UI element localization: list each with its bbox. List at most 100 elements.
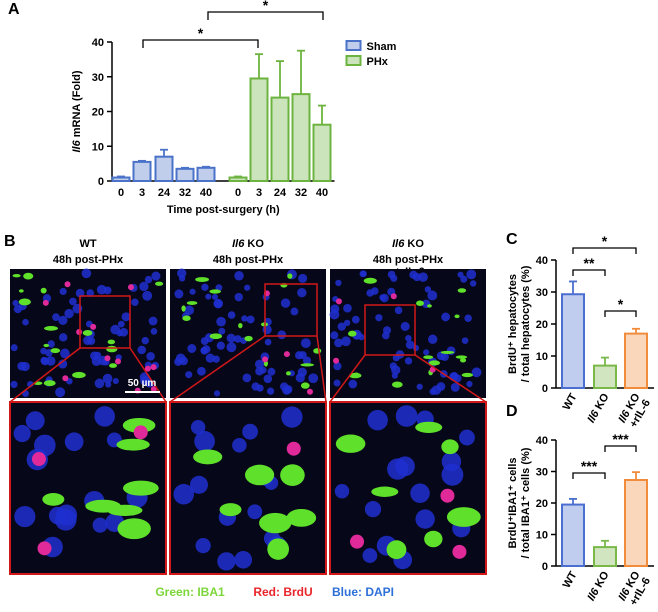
nucleus — [234, 335, 242, 343]
x-tick-label: 24 — [274, 187, 287, 199]
iba1-cell — [259, 512, 292, 534]
nucleus — [244, 284, 251, 291]
nucleus — [144, 275, 153, 284]
iba1-cell — [280, 464, 305, 486]
y-axis-label: BrdU⁺ hepatocytes — [507, 274, 519, 374]
nucleus — [60, 348, 70, 359]
nucleus — [58, 359, 68, 369]
brdu-nucleus — [31, 452, 46, 467]
nucleus — [218, 327, 226, 335]
nucleus — [189, 288, 196, 295]
nucleus — [94, 351, 102, 359]
nucleus — [334, 484, 350, 499]
nucleus — [142, 290, 153, 301]
brdu-nucleus — [76, 328, 83, 335]
nucleus — [429, 388, 437, 396]
nucleus — [246, 315, 255, 324]
nucleus — [247, 504, 263, 520]
nucleus — [69, 297, 77, 306]
iba1-cell — [181, 305, 186, 312]
brdu-nucleus — [104, 355, 111, 362]
nucleus — [333, 362, 342, 371]
iba1-cell — [155, 281, 164, 286]
nucleus — [177, 268, 187, 278]
nucleus — [87, 336, 96, 345]
significance-label: * — [618, 296, 624, 312]
brdu-nucleus — [262, 356, 269, 363]
y-tick-label: 10 — [536, 530, 548, 542]
nucleus — [241, 315, 248, 322]
bar — [593, 546, 617, 567]
nucleus — [197, 366, 206, 376]
x-tick-label: 0 — [235, 187, 241, 199]
nucleus — [94, 378, 105, 389]
channel-legend: Blue: DAPI — [332, 585, 394, 599]
iba1-cell — [18, 298, 31, 306]
nucleus — [92, 517, 108, 533]
nucleus — [141, 336, 149, 345]
iba1-cell — [457, 288, 467, 293]
nucleus — [333, 379, 341, 387]
nucleus — [112, 377, 119, 385]
nucleus — [13, 424, 31, 443]
nucleus — [151, 271, 161, 281]
nucleus — [116, 330, 123, 337]
nucleus — [242, 373, 252, 383]
column-header: Il6 KO — [392, 238, 424, 250]
nucleus — [187, 344, 197, 353]
significance-bracket — [572, 269, 606, 276]
nucleus — [395, 405, 418, 427]
significance-bracket — [572, 472, 606, 479]
x-tick-label: 3 — [256, 187, 262, 199]
y-tick-label: 30 — [536, 287, 548, 299]
iba1-cell — [122, 480, 159, 496]
iba1-cell — [363, 277, 377, 284]
iba1-cell — [416, 300, 424, 306]
nucleus — [256, 384, 264, 392]
significance-label: * — [263, 0, 269, 13]
nucleus — [308, 373, 319, 384]
panel-label: D — [506, 403, 518, 420]
zoom-box — [364, 304, 416, 356]
nucleus — [234, 271, 244, 281]
significance-bracket — [207, 11, 324, 20]
nucleus — [280, 298, 291, 308]
nucleus — [190, 419, 206, 435]
nucleus — [395, 456, 415, 477]
y-tick-label: 40 — [92, 37, 104, 49]
nucleus — [302, 356, 312, 365]
nucleus — [12, 299, 19, 307]
nucleus — [389, 362, 398, 370]
significance-label: *** — [581, 458, 598, 474]
nucleus — [146, 352, 155, 361]
brdu-nucleus — [133, 425, 148, 440]
nucleus — [461, 337, 469, 344]
nucleus — [348, 379, 358, 389]
nucleus — [415, 509, 435, 529]
nucleus — [453, 374, 462, 383]
brdu-nucleus — [283, 351, 290, 358]
iba1-cell — [335, 434, 366, 453]
y-tick-label: 40 — [536, 255, 548, 267]
brdu-nucleus — [350, 534, 365, 549]
nucleus — [298, 273, 308, 283]
nucleus — [175, 353, 186, 364]
nucleus — [280, 382, 289, 391]
iba1-cell — [440, 350, 455, 354]
nucleus — [375, 314, 383, 322]
iba1-cell — [195, 277, 210, 282]
nucleus — [137, 345, 146, 355]
nucleus — [184, 305, 194, 315]
y-tick-label: 20 — [92, 107, 104, 119]
nucleus — [441, 451, 462, 472]
nucleus — [382, 331, 390, 340]
nucleus — [469, 280, 477, 287]
nucleus — [202, 345, 211, 354]
brdu-nucleus — [62, 375, 69, 382]
nucleus — [343, 319, 351, 327]
nucleus — [47, 340, 55, 348]
significance-bracket — [572, 247, 637, 254]
legend-label: Sham — [367, 41, 397, 53]
zoom-box — [264, 283, 318, 337]
